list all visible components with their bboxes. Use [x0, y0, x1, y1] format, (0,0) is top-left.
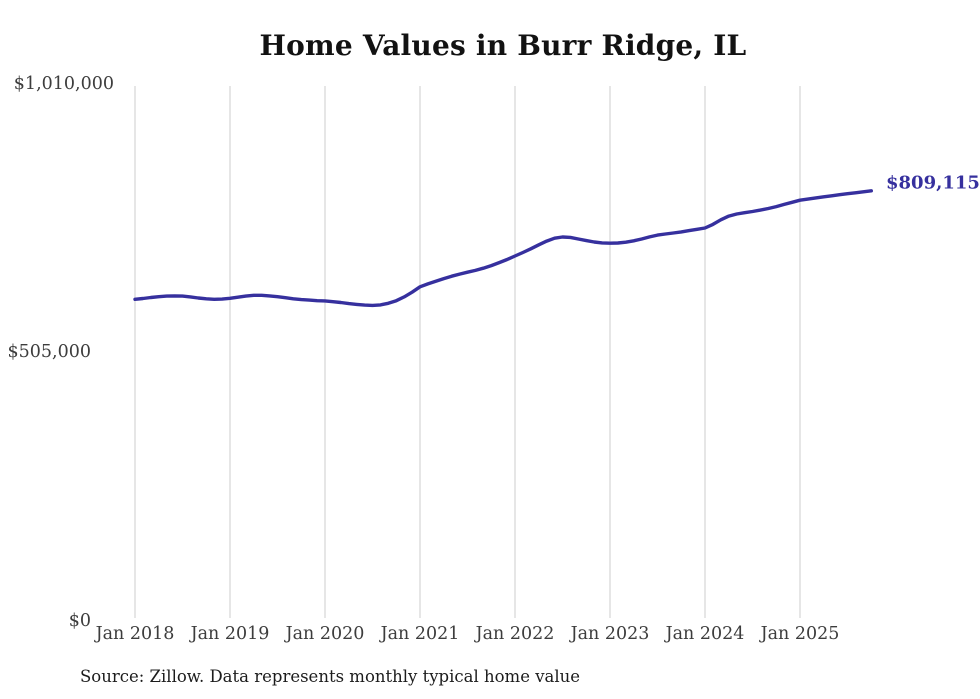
- y-axis-tick-label-mid: $505,000: [7, 342, 91, 362]
- x-axis-tick-label: Jan 2018: [95, 624, 175, 644]
- x-axis-tick-label: Jan 2020: [285, 624, 365, 644]
- x-axis-tick-label: Jan 2022: [475, 624, 555, 644]
- x-axis-tick-label: Jan 2024: [665, 624, 745, 644]
- x-axis-tick-label: Jan 2025: [760, 624, 840, 644]
- y-axis-tick-label-max: $1,010,000: [13, 74, 114, 94]
- x-axis-tick-label: Jan 2023: [570, 624, 650, 644]
- source-note: Source: Zillow. Data represents monthly …: [80, 667, 581, 686]
- home-value-line: [133, 189, 873, 308]
- y-axis-tick-label-zero: $0: [68, 611, 91, 631]
- chart-title: Home Values in Burr Ridge, IL: [259, 29, 747, 62]
- x-axis-tick-label: Jan 2021: [380, 624, 460, 644]
- x-axis-tick-label: Jan 2019: [190, 624, 270, 644]
- latest-value-label: $809,115: [886, 172, 980, 194]
